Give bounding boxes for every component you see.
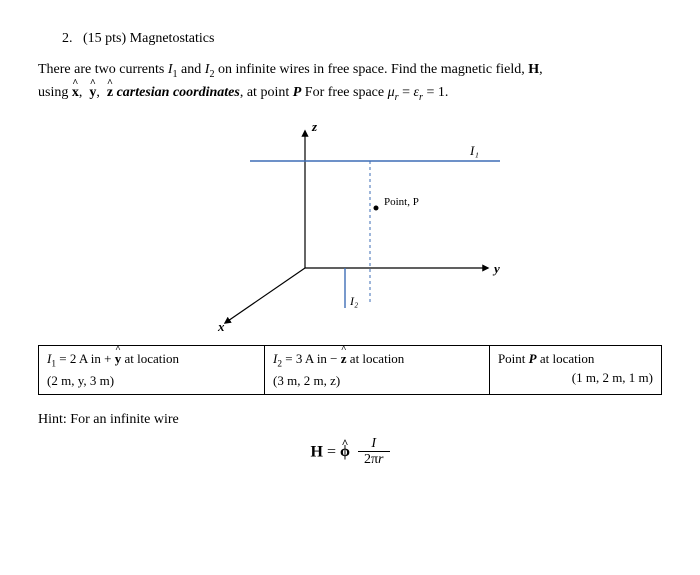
yhat: y (89, 82, 96, 103)
text-fragment: = 2 A in + (56, 351, 115, 366)
text-fragment: and (178, 62, 205, 77)
text-fragment: There are two currents (38, 62, 168, 77)
text-fragment: at location (537, 351, 595, 366)
text-fragment: , (96, 85, 103, 100)
parameters-table: I1 = 2 A in + y at location (2 m, y, 3 m… (38, 345, 662, 395)
text-fragment: at location (121, 351, 179, 366)
text-fragment: , (539, 62, 543, 77)
diagram-container: z y x I₁ I₂ Point, P (38, 113, 662, 333)
zhat: z (341, 349, 347, 369)
problem-statement: There are two currents I1 and I2 on infi… (38, 59, 662, 105)
location-p: (1 m, 2 m, 1 m) (498, 368, 653, 388)
problem-number: 2. (62, 31, 73, 46)
var-h: H (528, 62, 539, 77)
text-fragment: = 3 A in − (282, 351, 341, 366)
text-fragment: at location (347, 351, 405, 366)
eq-sign: = (323, 443, 340, 460)
point-p-dot (374, 205, 379, 210)
coords-label: cartesian coordinates (113, 85, 240, 100)
problem-header: 2. (15 pts) Magnetostatics (62, 28, 662, 49)
point-p-label: Point, P (384, 196, 419, 208)
phi-hat: ϕ (340, 440, 350, 464)
cell-i1: I1 = 2 A in + y at location (2 m, y, 3 m… (39, 345, 265, 394)
var-p: P (293, 85, 302, 100)
coordinate-diagram: z y x I₁ I₂ Point, P (170, 113, 530, 333)
xhat: x (72, 82, 79, 103)
numerator: I (358, 436, 390, 452)
cell-i2: I2 = 3 A in − z at location (3 m, 2 m, z… (265, 345, 490, 394)
y-axis-label: y (492, 261, 500, 276)
var-mu: μ (388, 85, 395, 100)
text-fragment: on infinite wires in free space. Find th… (214, 62, 528, 77)
x-axis (225, 268, 305, 323)
text-fragment: , at point (240, 85, 293, 100)
problem-points: (15 pts) (83, 31, 126, 46)
var-h: H (311, 443, 323, 460)
denominator: 2πr (358, 452, 390, 469)
table-row: I1 = 2 A in + y at location (2 m, y, 3 m… (39, 345, 662, 394)
text-fragment: , (79, 85, 86, 100)
text-fragment: 2π (364, 452, 378, 467)
i1-label: I₁ (469, 143, 479, 158)
text-fragment: Point (498, 351, 529, 366)
location-1: (2 m, y, 3 m) (47, 373, 114, 388)
zhat: z (107, 82, 113, 103)
cell-p: Point P at location (1 m, 2 m, 1 m) (489, 345, 661, 394)
hint-text: Hint: For an infinite wire (38, 409, 662, 430)
var-r: r (378, 452, 383, 467)
x-axis-label: x (217, 319, 225, 333)
fraction: I 2πr (358, 436, 390, 469)
z-axis-label: z (311, 119, 318, 134)
text-fragment: = (399, 85, 414, 100)
location-2: (3 m, 2 m, z) (273, 373, 340, 388)
text-fragment: For free space (301, 85, 387, 100)
problem-topic: Magnetostatics (130, 31, 215, 46)
i2-label: I₂ (349, 294, 358, 308)
text-fragment: = 1. (423, 85, 448, 100)
yhat: y (115, 349, 122, 369)
text-fragment: using (38, 85, 72, 100)
var-p: P (529, 351, 537, 366)
formula: H = ϕ I 2πr (38, 436, 662, 469)
